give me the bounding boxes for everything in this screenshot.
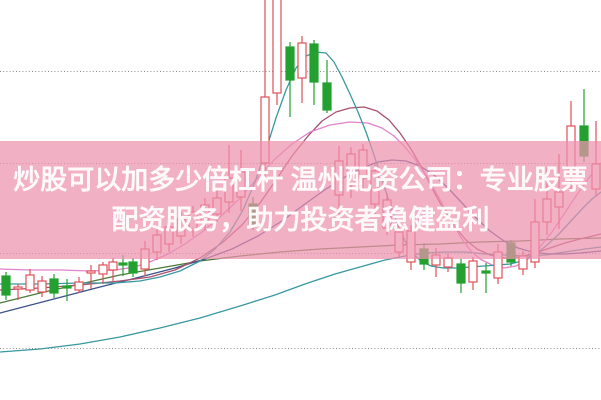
headline-line-1: 炒股可以加多少倍杠杆 温州配资公司：专业股票 <box>13 165 588 195</box>
headline-band: 炒股可以加多少倍杠杆 温州配资公司：专业股票 配资服务，助力投资者稳健盈利 <box>0 141 601 259</box>
headline-line-2: 配资服务，助力投资者稳健盈利 <box>111 205 490 235</box>
